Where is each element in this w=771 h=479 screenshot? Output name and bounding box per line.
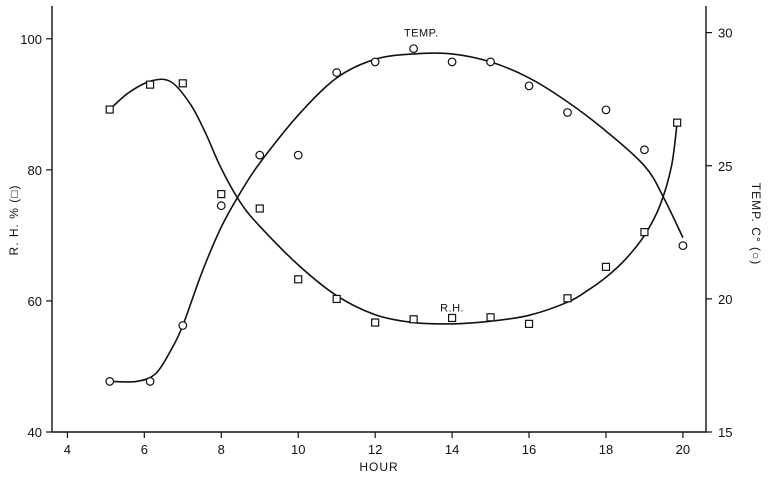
rh-data-point — [447, 313, 457, 323]
rh-data-point — [371, 318, 380, 327]
temp-data-point — [678, 241, 688, 251]
rh-data-point — [332, 294, 341, 304]
right-y-tick-label: 30 — [718, 26, 732, 41]
rh-data-point — [563, 294, 572, 303]
temp-data-point — [145, 377, 155, 386]
x-axis-title: HOUR — [359, 460, 398, 474]
left-axis-title: R. H. % (□) — [7, 185, 21, 256]
temp-data-point — [601, 105, 611, 115]
temp-data-point — [178, 321, 188, 330]
temp-data-point — [105, 377, 115, 386]
right-axis-title: TEMP. C° (○) — [749, 183, 763, 266]
temp-data-point — [370, 57, 380, 67]
x-axis-ticks: 4 6 8 10 12 14 16 18 20 — [64, 432, 690, 457]
rh-data-point — [146, 80, 155, 89]
temp-data-point — [255, 150, 265, 160]
left-y-tick-label: 80 — [28, 163, 42, 178]
rh-data-point — [524, 319, 534, 328]
rh-data-point — [673, 118, 682, 127]
rh-series-label: R.H. — [440, 302, 464, 314]
temp-data-point — [524, 81, 534, 91]
left-y-tick-label: 60 — [28, 294, 42, 309]
rh-data-point — [601, 262, 611, 271]
temp-fitted-curve — [109, 52, 684, 383]
series-layer: R.H. TEMP. — [105, 28, 688, 386]
x-tick-label: 12 — [368, 442, 382, 457]
left-y-tick-label: 100 — [20, 32, 42, 47]
rh-data-point — [255, 204, 264, 213]
rh-data-point — [178, 79, 187, 88]
temp-data-point — [332, 68, 342, 77]
rh-data-point — [217, 189, 226, 199]
temp-data-point — [640, 145, 649, 155]
rh-data-point — [486, 313, 495, 322]
left-axis-ticks: 40 60 80 100 — [20, 32, 52, 440]
temp-data-point — [293, 150, 303, 160]
temp-data-point — [447, 57, 457, 67]
plot-frame — [51, 6, 707, 433]
left-y-tick-label: 40 — [28, 425, 42, 440]
temp-data-point — [409, 44, 419, 53]
right-y-tick-label: 20 — [718, 292, 732, 307]
x-tick-label: 14 — [445, 442, 459, 457]
rh-data-point — [409, 315, 418, 324]
x-tick-label: 6 — [141, 442, 148, 457]
right-y-tick-label: 15 — [718, 425, 732, 440]
x-tick-label: 10 — [291, 442, 305, 457]
right-y-tick-label: 25 — [718, 159, 732, 174]
temp-data-point — [216, 201, 226, 211]
rh-data-point — [294, 275, 303, 284]
x-tick-label: 4 — [64, 442, 71, 457]
rh-data-point — [640, 228, 649, 237]
temp-data-point — [486, 57, 495, 67]
temp-series-label: TEMP. — [404, 28, 439, 40]
temp-data-point — [563, 108, 572, 117]
rh-data-point — [105, 105, 114, 114]
x-tick-label: 8 — [218, 442, 225, 457]
right-axis-ticks: 15 20 25 30 — [706, 26, 732, 440]
x-tick-label: 20 — [676, 442, 690, 457]
x-tick-label: 18 — [599, 442, 613, 457]
rh-fitted-curve — [109, 78, 678, 325]
x-tick-label: 16 — [522, 442, 536, 457]
